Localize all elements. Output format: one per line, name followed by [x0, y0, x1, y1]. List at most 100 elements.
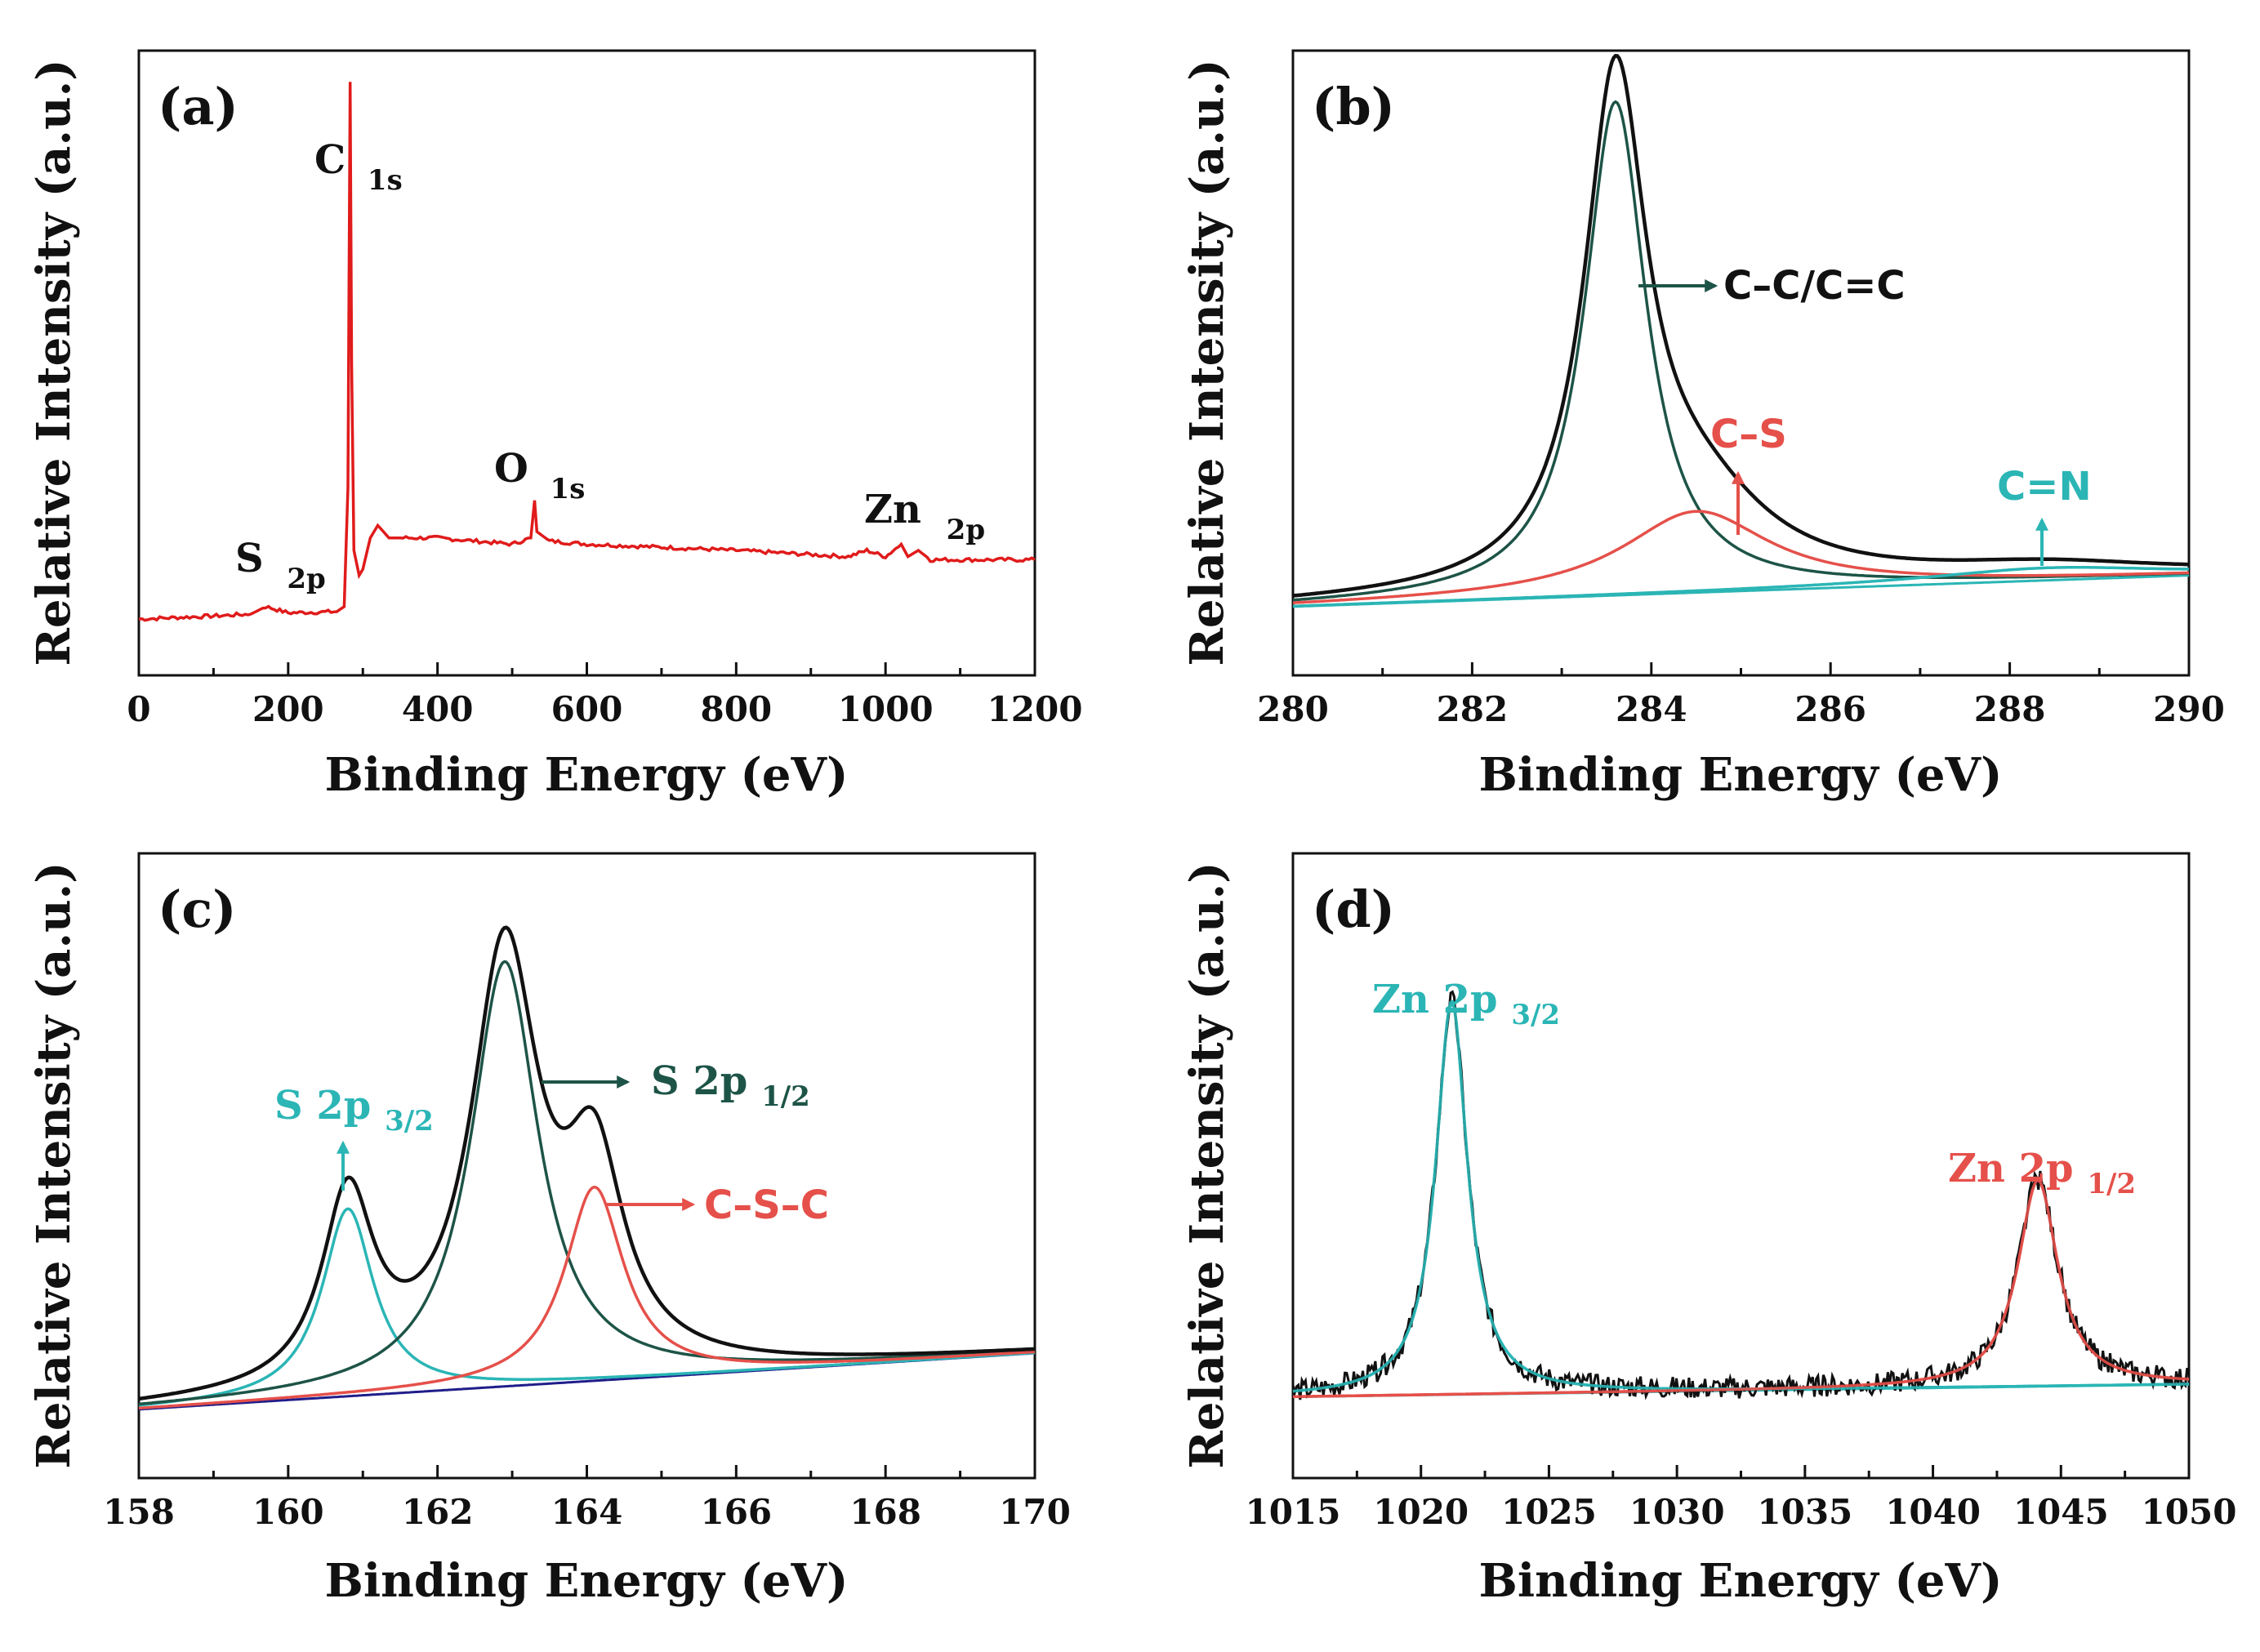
panel-d-fit-0	[1292, 1000, 2190, 1393]
panel-d-label: (d)	[1312, 879, 1395, 939]
panel-b-tick-labels: 280 282 284 286 288 290	[1257, 689, 2225, 729]
annotation-s2p32-sub: 3/2	[385, 1105, 434, 1138]
panel-d-xtick-label: 1015	[1246, 1492, 1341, 1532]
panel-a-xtick-label: 1000	[838, 689, 934, 729]
panel-a-xtick-label: 1200	[987, 689, 1083, 729]
annotation-s2p12-main: S 2p	[651, 1058, 747, 1104]
annotation-zn2p12-sub: 1/2	[2087, 1168, 2136, 1200]
panel-c-component-2	[138, 1185, 1036, 1410]
annotation-o1s: O 1s	[494, 446, 585, 505]
panel-d-tick-labels: 1015 1020 1025 1030 1035 1040 1045 1050	[1246, 1492, 2237, 1532]
annotation-s2p-sub: 2p	[287, 563, 325, 595]
panel-d-component-0	[1292, 1000, 2190, 1393]
panel-c-xtick-label: 170	[999, 1492, 1071, 1532]
panel-c-label: (c)	[158, 879, 236, 939]
annotation-zn2p12-main: Zn 2p	[1948, 1146, 2074, 1191]
panel-a-series-survey	[138, 82, 1036, 622]
panel-c-xtick-label: 168	[849, 1492, 921, 1532]
panel-b-ylabel: Relative Intensity (a.u.)	[1180, 59, 1234, 666]
panel-d-ylabel: Relative Intensity (a.u.)	[1180, 862, 1234, 1468]
panel-c-xlabel: Binding Energy (eV)	[325, 1554, 849, 1608]
panel-a-tick-labels: 0 200 400 600 800 1000 1200	[127, 689, 1082, 729]
panel-b-xtick-label: 286	[1794, 689, 1866, 729]
panel-d-xlabel: Binding Energy (eV)	[1479, 1554, 2003, 1608]
annotation-cc-cc: C–C/C=C	[1723, 263, 1906, 309]
annotation-c1s: C 1s	[314, 137, 403, 197]
panel-a-ylabel: Relative Intensity (a.u.)	[27, 59, 81, 666]
panel-d-series	[1291, 990, 2191, 1400]
panel-b: (b) 280 282 284 286 288 290 Binding Energy (e…	[1180, 49, 2225, 802]
panel-a-series	[138, 82, 1036, 622]
annotation-zn2p12: Zn 2p 1/2	[1948, 1146, 2136, 1200]
annotation-c1s-sub: 1s	[368, 164, 403, 197]
panel-a-label: (a)	[158, 77, 238, 136]
annotation-zn2p32: Zn 2p 3/2	[1372, 977, 1560, 1031]
panel-a-ticks	[137, 662, 1036, 675]
panel-b-xtick-label: 282	[1437, 689, 1509, 729]
panel-b-component-1	[1292, 510, 2190, 604]
panel-c-component-1	[138, 960, 1036, 1406]
annotation-s2p: S 2p	[235, 536, 326, 595]
annotation-o1s-sub: 1s	[551, 473, 586, 505]
panel-d-raw-data	[1291, 990, 2191, 1400]
panel-a-xtick-label: 600	[551, 689, 623, 729]
panel-b-series	[1292, 54, 2190, 608]
panel-c-ylabel: Relative Intensity (a.u.)	[27, 862, 81, 1468]
annotation-o1s-main: O	[494, 446, 528, 492]
panel-c-xtick-label: 164	[551, 1492, 623, 1532]
panel-c-tick-labels: 158 160 162 164 166 168 170	[103, 1492, 1071, 1532]
panel-c-envelope	[138, 925, 1036, 1401]
panel-a: (a) 0 200 400 600 800 1000 1200 Binding Energy…	[27, 49, 1082, 802]
panel-c-ticks	[137, 1465, 1036, 1478]
panel-b-xtick-label: 288	[1974, 689, 2046, 729]
annotation-zn2p: Zn 2p	[864, 487, 985, 546]
annotation-zn2p32-main: Zn 2p	[1372, 977, 1498, 1022]
annotation-zn2p-main: Zn	[864, 487, 921, 532]
annotation-s2p-main: S	[235, 536, 264, 581]
annotation-cn: C=N	[1997, 464, 2092, 510]
annotation-c1s-main: C	[314, 137, 345, 183]
panel-b-label: (b)	[1312, 77, 1395, 136]
panel-a-xtick-label: 200	[252, 689, 324, 729]
panel-b-xtick-label: 290	[2153, 689, 2225, 729]
panel-d-xtick-label: 1045	[2013, 1492, 2109, 1532]
annotation-zn2p32-sub: 3/2	[1511, 999, 1560, 1031]
panel-c-xtick-label: 166	[700, 1492, 772, 1532]
panel-d-xtick-label: 1035	[1757, 1492, 1852, 1532]
panel-a-xtick-label: 800	[700, 689, 772, 729]
panel-c-series	[138, 925, 1036, 1411]
panel-c-frame	[137, 852, 1036, 1480]
panel-d-xtick-label: 1050	[2142, 1492, 2237, 1532]
panel-c-xtick-label: 162	[402, 1492, 474, 1532]
panel-b-xlabel: Binding Energy (eV)	[1479, 748, 2003, 802]
panel-d-component-1	[1292, 1178, 2190, 1399]
panel-a-xtick-label: 400	[402, 689, 474, 729]
panel-b-xtick-label: 280	[1257, 689, 1329, 729]
panel-d: (d) 1015 1020 1025 1030 1035 1040 1045 1050 Bin…	[1180, 852, 2237, 1608]
panel-a-xtick-label: 0	[127, 689, 150, 729]
panel-d-ticks	[1291, 1465, 2191, 1478]
panel-c-xtick-label: 160	[252, 1492, 324, 1532]
panel-c-component-0	[138, 1207, 1036, 1407]
panel-d-xtick-label: 1040	[1885, 1492, 1981, 1532]
panel-d-xtick-label: 1025	[1501, 1492, 1597, 1532]
panel-d-fit-1	[1292, 1178, 2190, 1399]
panel-d-xtick-label: 1030	[1629, 1492, 1725, 1532]
annotation-csc: C–S–C	[704, 1182, 829, 1228]
panel-d-xtick-label: 1020	[1373, 1492, 1469, 1532]
annotation-s2p12: S 2p 1/2	[651, 1058, 810, 1113]
annotation-s2p32: S 2p 3/2	[274, 1083, 434, 1138]
panel-b-component-2	[1292, 566, 2190, 608]
annotation-cs: C–S	[1710, 412, 1787, 457]
panel-c-xtick-label: 158	[103, 1492, 175, 1532]
annotation-s2p32-main: S 2p	[274, 1083, 371, 1129]
panel-b-xtick-label: 284	[1616, 689, 1687, 729]
annotation-zn2p-sub: 2p	[947, 514, 985, 546]
panel-a-xlabel: Binding Energy (eV)	[325, 748, 849, 802]
panel-b-envelope	[1292, 54, 2190, 598]
panel-a-frame	[137, 49, 1036, 677]
panel-b-ticks	[1291, 662, 2191, 675]
panel-c: (c) 158 160 162 164 166 168 170 Binding Energy…	[27, 852, 1071, 1608]
annotation-s2p12-sub: 1/2	[761, 1080, 810, 1113]
